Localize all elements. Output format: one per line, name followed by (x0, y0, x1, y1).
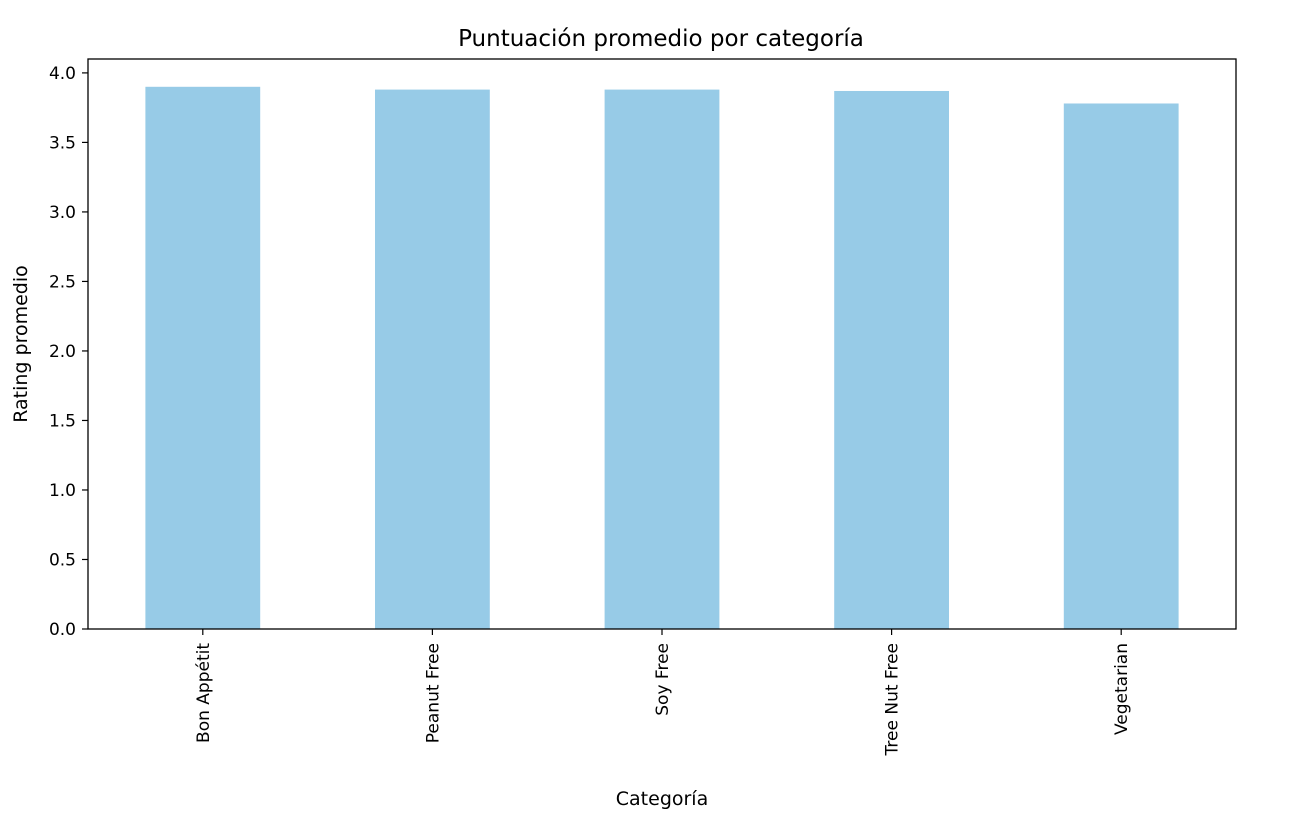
x-tick-label: Tree Nut Free (883, 643, 903, 756)
x-tick-label: Bon Appétit (194, 643, 214, 743)
y-axis: 0.0 0.5 1.0 1.5 2.0 2.5 3.0 3.5 4.0 (49, 64, 88, 640)
x-tick-label: Vegetarian (1112, 643, 1132, 735)
y-tick-label: 4.0 (49, 64, 76, 84)
y-tick-label: 1.5 (49, 411, 76, 431)
y-tick-label: 2.5 (49, 272, 76, 292)
bar (145, 86, 261, 630)
x-tick-label: Peanut Free (423, 643, 443, 743)
x-axis: Bon Appétit Peanut Free Soy Free Tree Nut F… (194, 629, 1132, 756)
chart-title: Puntuación promedio por categoría (458, 26, 864, 52)
y-tick-label: 0.0 (49, 620, 76, 640)
x-axis-label: Categoría (616, 788, 708, 810)
bar (604, 89, 720, 630)
y-axis-label: Rating promedio (10, 265, 32, 423)
x-tick-label: Soy Free (653, 643, 673, 716)
y-tick-label: 0.5 (49, 550, 76, 570)
bar (375, 89, 490, 630)
bars-layer (145, 86, 1179, 630)
bar (1063, 103, 1179, 630)
y-tick-label: 3.5 (49, 133, 76, 153)
y-tick-label: 2.0 (49, 342, 76, 362)
bar (834, 90, 949, 630)
y-tick-label: 1.0 (49, 481, 76, 501)
y-tick-label: 3.0 (49, 203, 76, 223)
